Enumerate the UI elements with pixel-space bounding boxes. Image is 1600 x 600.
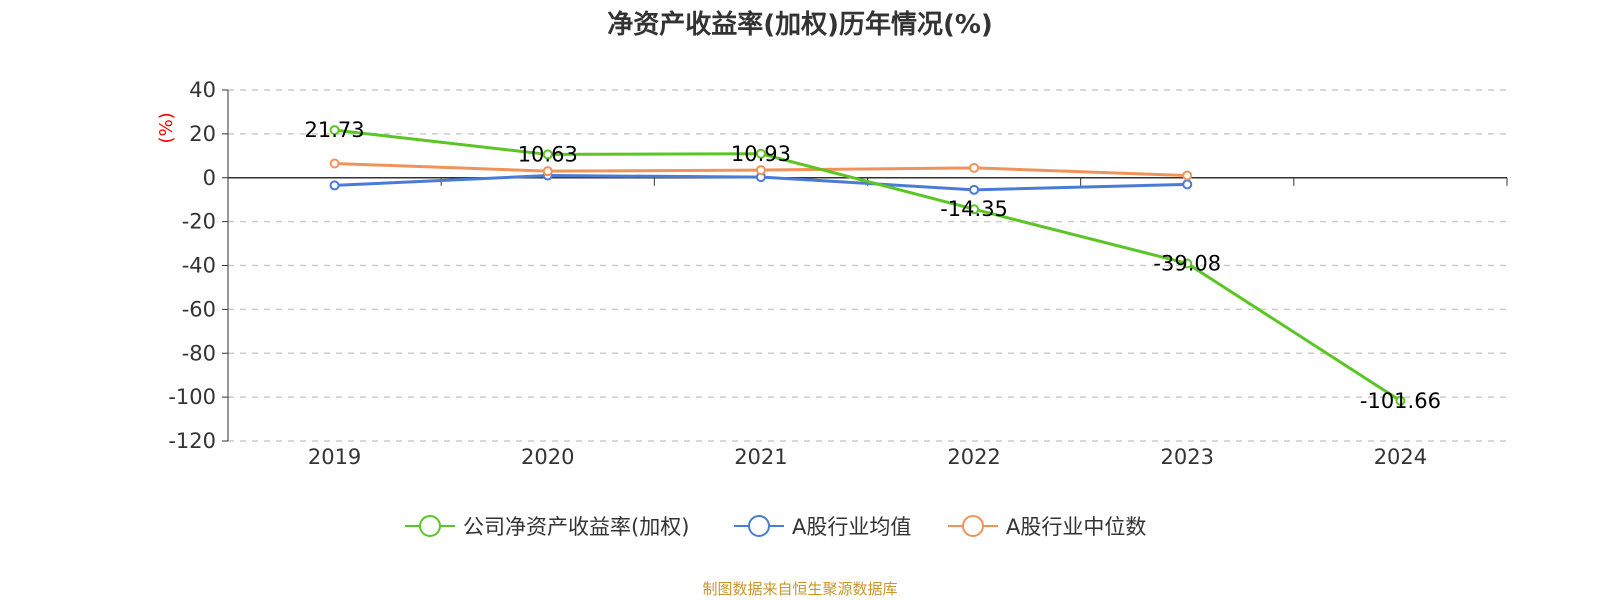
data-point bbox=[329, 125, 340, 136]
data-point bbox=[1182, 170, 1193, 181]
y-tick-label: -120 bbox=[168, 429, 216, 453]
data-point bbox=[969, 184, 980, 195]
data-point bbox=[329, 180, 340, 191]
y-axis-label: (%) bbox=[156, 112, 177, 143]
legend-label: A股行业中位数 bbox=[1006, 515, 1146, 539]
y-tick-label: -60 bbox=[182, 297, 216, 321]
series-line bbox=[334, 128, 1402, 403]
data-point bbox=[755, 165, 766, 176]
label-layer: 21.73 10.63 10.93 -14.35 -39.08 -101.66 bbox=[305, 118, 1441, 413]
x-tick-label: 2019 bbox=[308, 445, 361, 469]
axis-layer: 40 20 0 -20 -40 -60 -80 -100 -120 (%) 2019 2020 2021… bbox=[156, 78, 1508, 469]
data-point bbox=[329, 158, 340, 169]
y-tick-label: -20 bbox=[182, 210, 216, 234]
legend[interactable]: 公司净资产收益率(加权) A股行业均值 A股行业中位数 bbox=[405, 515, 1146, 539]
legend-item[interactable]: 公司净资产收益率(加权) bbox=[405, 515, 689, 539]
legend-item[interactable]: A股行业中位数 bbox=[948, 515, 1146, 539]
data-point bbox=[755, 148, 766, 159]
grid-layer bbox=[228, 89, 1507, 442]
data-label: -39.08 bbox=[1153, 251, 1221, 275]
chart-title: 净资产收益率(加权)历年情况(%) bbox=[607, 10, 993, 40]
data-label: -14.35 bbox=[940, 197, 1008, 221]
data-label: -101.66 bbox=[1360, 389, 1441, 413]
x-tick-label: 2020 bbox=[521, 445, 574, 469]
data-point bbox=[969, 162, 980, 173]
legend-label: A股行业均值 bbox=[792, 515, 911, 539]
data-point bbox=[969, 204, 980, 215]
x-tick-label: 2022 bbox=[947, 445, 1000, 469]
x-tick-label: 2023 bbox=[1161, 445, 1214, 469]
footer-source: 制图数据来自恒生聚源数据库 bbox=[702, 580, 898, 598]
y-tick-label: -80 bbox=[182, 341, 216, 365]
x-tick-label: 2021 bbox=[734, 445, 787, 469]
legend-label: 公司净资产收益率(加权) bbox=[463, 515, 689, 539]
legend-swatch-marker bbox=[962, 515, 984, 537]
legend-item[interactable]: A股行业均值 bbox=[734, 515, 911, 539]
y-tick-label: 40 bbox=[189, 78, 216, 102]
y-tick-label: -40 bbox=[182, 254, 216, 278]
data-point bbox=[1182, 258, 1193, 269]
y-tick-label: 0 bbox=[203, 166, 216, 190]
legend-swatch-marker bbox=[419, 515, 441, 537]
data-point bbox=[542, 149, 553, 160]
y-tick-label: 20 bbox=[189, 122, 216, 146]
data-label: 10.63 bbox=[518, 142, 578, 166]
y-tick-label: -100 bbox=[168, 385, 216, 409]
data-point bbox=[1395, 395, 1406, 406]
legend-swatch-marker bbox=[748, 515, 770, 537]
x-tick-label: 2024 bbox=[1374, 445, 1427, 469]
data-point bbox=[542, 166, 553, 177]
data-label: 10.93 bbox=[731, 142, 791, 166]
series-layer bbox=[329, 125, 1406, 406]
data-point bbox=[1182, 179, 1193, 190]
data-label: 21.73 bbox=[305, 118, 365, 142]
